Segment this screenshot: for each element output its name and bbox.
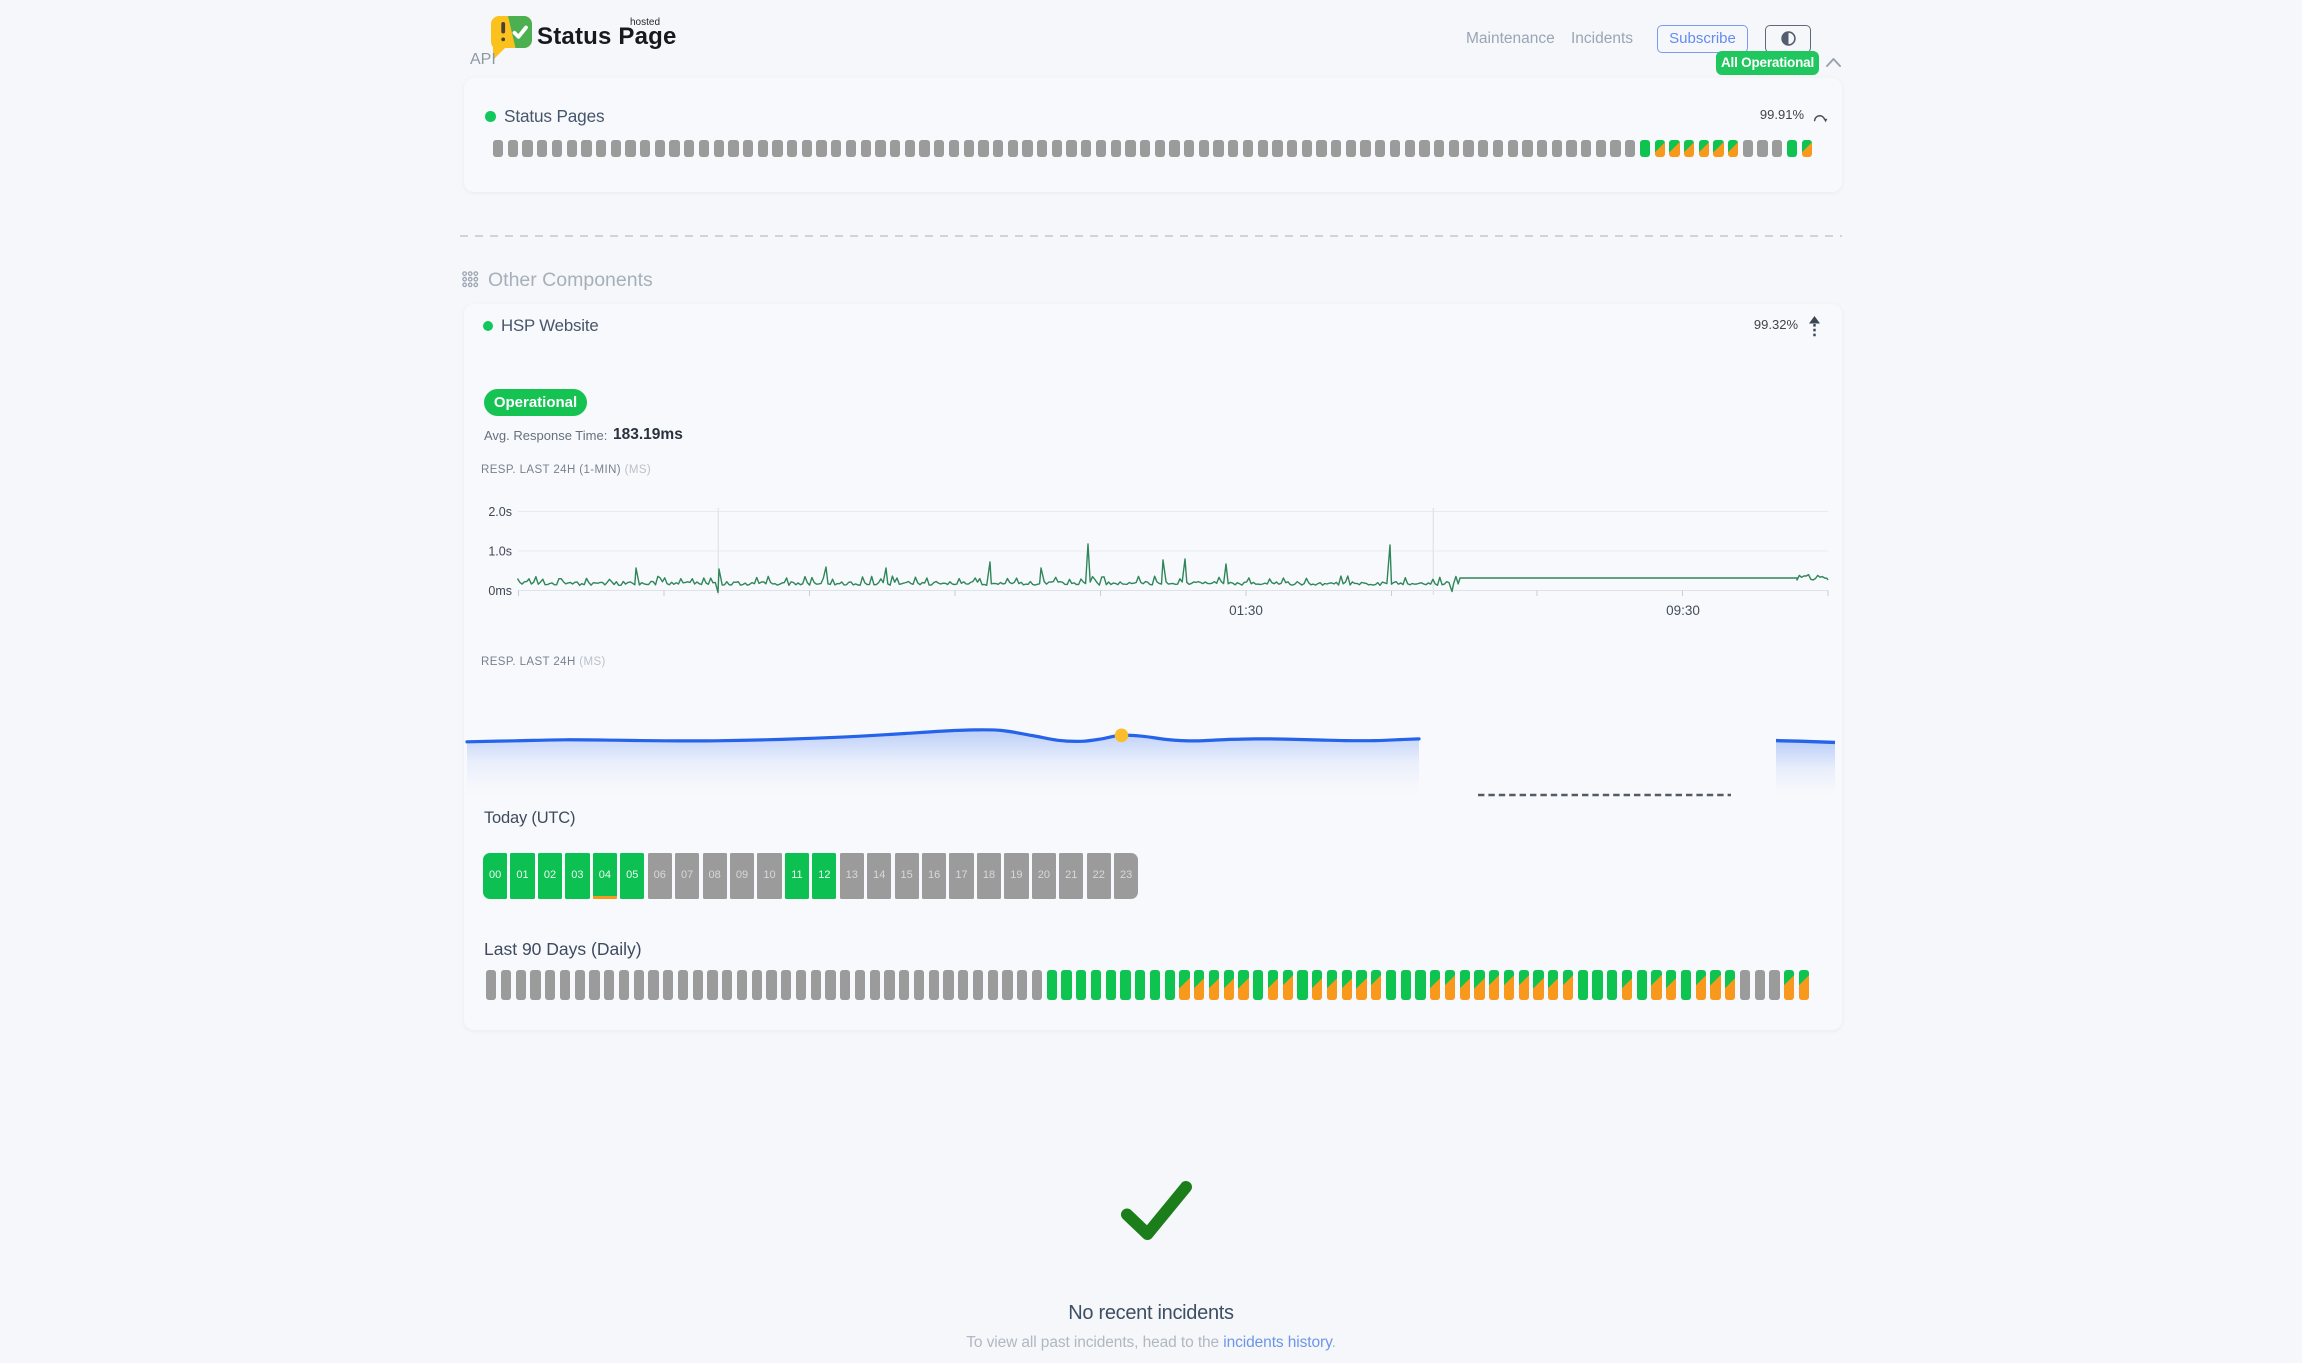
svg-text:0ms: 0ms (488, 584, 512, 598)
svg-text:1.0s: 1.0s (488, 545, 512, 559)
svg-text:01:30: 01:30 (1229, 603, 1263, 618)
svg-text:2.0s: 2.0s (488, 505, 512, 519)
svg-text:09:30: 09:30 (1666, 603, 1700, 618)
